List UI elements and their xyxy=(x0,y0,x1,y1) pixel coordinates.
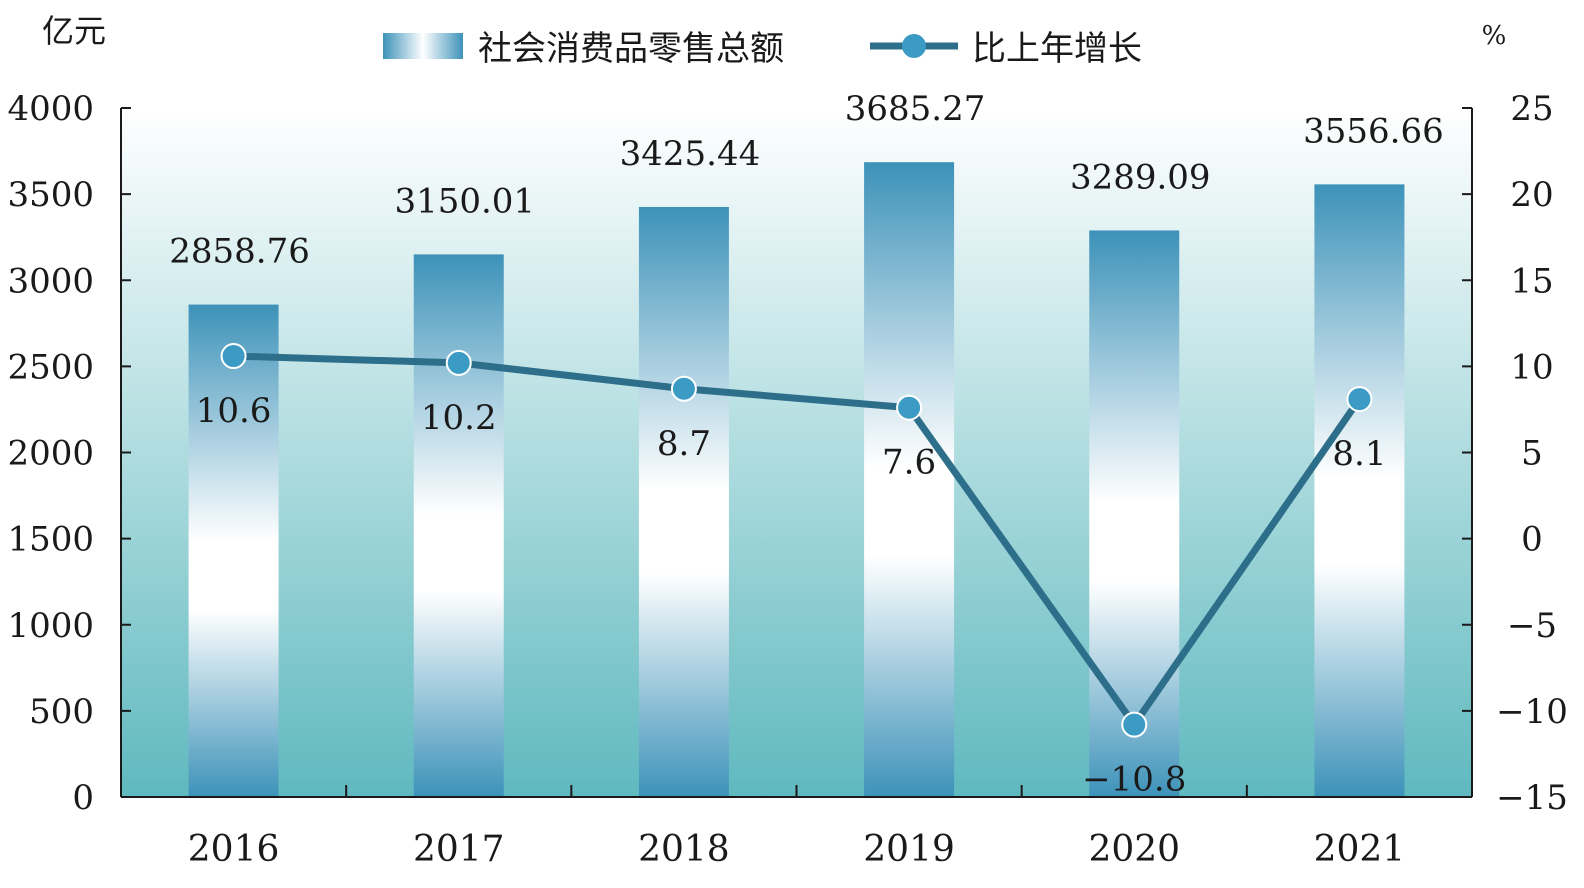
axes: 0 500 1000 1500 2000 2500 3000 3500 4000 −15 −10 −5… xyxy=(7,89,1567,870)
data-labels: 2858.76 3150.01 3425.44 3685.27 3289.09 3556.… xyxy=(169,89,1443,799)
bar-value-label: 3556.66 xyxy=(1303,111,1444,151)
right-tick-label: −5 xyxy=(1507,606,1557,646)
right-tick-label: 5 xyxy=(1521,434,1543,474)
left-axis-unit: 亿元 xyxy=(42,12,106,50)
legend-bar-label: 社会消费品零售总额 xyxy=(478,29,784,69)
left-tick-label: 1500 xyxy=(7,520,94,560)
growth-point-2021 xyxy=(1346,386,1373,413)
right-tick-label: 15 xyxy=(1510,261,1553,301)
bar-2020 xyxy=(1089,230,1180,798)
growth-point-2019 xyxy=(896,394,923,421)
growth-point-2016 xyxy=(220,343,247,370)
growth-point-2017 xyxy=(445,349,472,376)
left-tick-label: 4000 xyxy=(7,89,94,129)
bar-value-label: 3150.01 xyxy=(394,181,535,221)
x-tick-label: 2019 xyxy=(863,829,955,870)
growth-value-label: 10.6 xyxy=(196,391,272,431)
growth-line-layer xyxy=(220,343,1373,738)
legend-bar-swatch xyxy=(383,33,463,59)
growth-value-label: 8.7 xyxy=(657,424,711,464)
left-tick-label: 2000 xyxy=(7,434,94,474)
bar-value-label: 3425.44 xyxy=(620,134,761,174)
right-tick-label: −15 xyxy=(1496,778,1568,818)
bars xyxy=(188,162,1405,798)
growth-value-label: 7.6 xyxy=(882,443,936,483)
right-tick-label: 10 xyxy=(1510,347,1553,387)
right-tick-label: 20 xyxy=(1510,175,1553,215)
bar-2018 xyxy=(638,206,729,797)
growth-point-2018 xyxy=(670,375,697,402)
right-axis-unit: % xyxy=(1482,21,1507,51)
growth-value-label: −10.8 xyxy=(1082,760,1186,800)
bar-value-label: 3685.27 xyxy=(845,89,986,129)
x-tick-label: 2020 xyxy=(1088,829,1180,870)
left-tick-label: 3000 xyxy=(7,261,94,301)
right-tick-label: −10 xyxy=(1496,692,1568,732)
bar-2021 xyxy=(1314,184,1405,798)
left-tick-label: 0 xyxy=(72,778,94,818)
legend: 社会消费品零售总额 比上年增长 xyxy=(383,29,1142,69)
right-tick-label: 25 xyxy=(1510,89,1553,129)
bar-2017 xyxy=(413,254,504,798)
plot-area xyxy=(121,108,1472,797)
bar-value-label: 3289.09 xyxy=(1070,157,1211,197)
growth-point-2020 xyxy=(1121,711,1148,738)
x-tick-label: 2021 xyxy=(1314,829,1406,870)
growth-value-label: 8.1 xyxy=(1332,434,1386,474)
legend-line-marker xyxy=(902,34,926,58)
left-tick-label: 3500 xyxy=(7,175,94,215)
growth-value-label: 10.2 xyxy=(421,398,497,438)
growth-line xyxy=(233,352,1363,729)
bar-2016 xyxy=(188,304,279,797)
x-tick-label: 2018 xyxy=(638,829,730,870)
x-tick-label: 2016 xyxy=(188,829,280,870)
x-tick-label: 2017 xyxy=(413,829,505,870)
legend-line-label: 比上年增长 xyxy=(972,29,1142,69)
left-tick-label: 500 xyxy=(29,692,94,732)
left-tick-label: 2500 xyxy=(7,347,94,387)
bar-2019 xyxy=(864,162,955,797)
bar-value-label: 2858.76 xyxy=(169,232,310,272)
left-tick-label: 1000 xyxy=(7,606,94,646)
right-tick-label: 0 xyxy=(1521,520,1543,560)
